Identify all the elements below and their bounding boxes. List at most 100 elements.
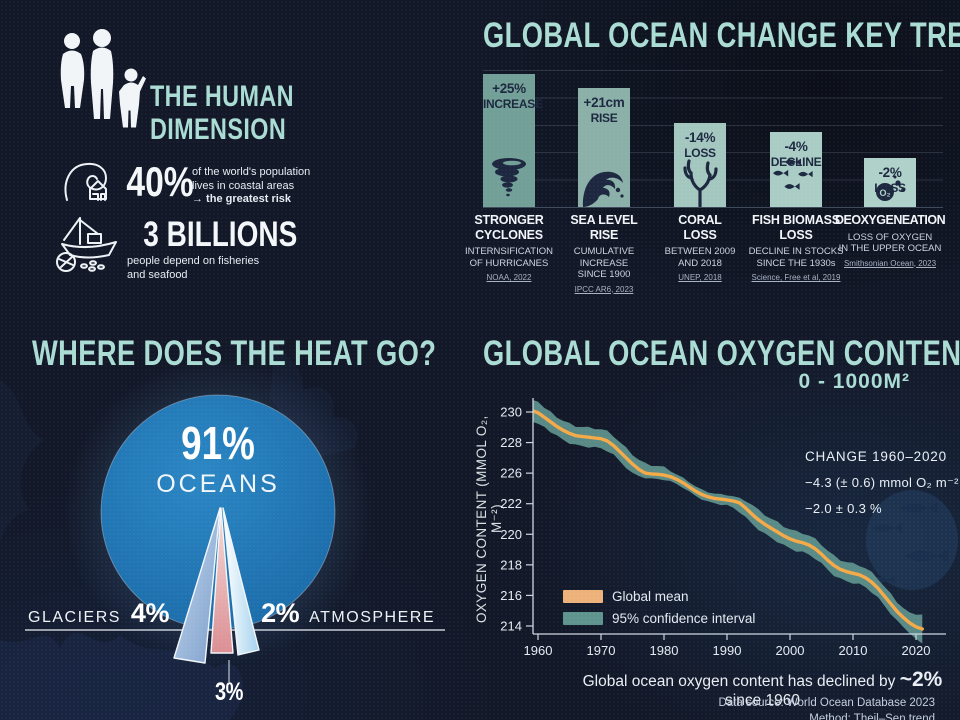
trends-labels: STRONGER CYCLONES INTERNSIFICATION OF HURR… bbox=[465, 213, 960, 323]
y-tick-label: 216 bbox=[500, 588, 522, 603]
human-dimension-title-line1: THE HUMAN bbox=[150, 80, 294, 113]
bar-value2: RISE bbox=[590, 111, 618, 125]
trend-name: CORAL bbox=[678, 213, 722, 227]
global-mean-line bbox=[533, 409, 924, 631]
pie-atmosphere-slice bbox=[222, 507, 260, 656]
bar-value: +25% bbox=[492, 81, 526, 96]
trend-name: FISH BIOMASS bbox=[752, 213, 840, 227]
caption-emphasis: ~2% bbox=[899, 668, 943, 691]
trend-name2: LOSS bbox=[779, 227, 813, 242]
trend-desc2: IN THE UPPER OCEAN bbox=[838, 243, 942, 254]
bar-sea-level-rise: +21cm RISE bbox=[578, 88, 630, 207]
oxygen-title: GLOBAL OCEAN OXYGEN CONTENT bbox=[483, 334, 960, 373]
wave-icon bbox=[582, 171, 624, 207]
fishing-boat-icon bbox=[56, 217, 117, 272]
x-tick-label: 2020 bbox=[902, 643, 931, 658]
trend-source: IPCC AR6, 2023 bbox=[574, 284, 634, 294]
trend-name: STRONGER bbox=[474, 213, 544, 227]
y-tick-label: 228 bbox=[500, 435, 522, 450]
glaciers-label: GLACIERS bbox=[28, 609, 121, 626]
confidence-swatch bbox=[563, 612, 603, 625]
label-stronger-cyclones: STRONGER CYCLONES INTERNSIFICATION OF HURR… bbox=[454, 213, 564, 282]
annotation-change-pct: −2.0 ± 0.3 % bbox=[805, 501, 882, 516]
trend-name2: RISE bbox=[589, 227, 619, 242]
legend-confidence: 95% confidence interval bbox=[563, 611, 755, 626]
o2-bubbles-icon: O₂ bbox=[876, 175, 905, 201]
cyclone-icon bbox=[492, 158, 526, 197]
svg-text:O₂: O₂ bbox=[880, 188, 891, 198]
x-tick-label: 2000 bbox=[776, 643, 805, 658]
y-tick-label: 226 bbox=[500, 466, 522, 481]
trend-name2: LOSS bbox=[683, 227, 717, 242]
coastal-population-value: 40% bbox=[126, 158, 194, 205]
coastal-desc-line1: of the world's population bbox=[192, 166, 311, 178]
trend-name: SEA LEVEL bbox=[570, 213, 638, 227]
bar-value: -14% bbox=[684, 130, 716, 145]
x-tick-label: 1970 bbox=[587, 643, 616, 658]
legend-confidence-label: 95% confidence interval bbox=[612, 611, 756, 626]
legend-global-mean-label: Global mean bbox=[612, 589, 689, 604]
trend-desc: CUMULATIVE INCREASE bbox=[573, 246, 635, 269]
coastal-population-desc: of the world's population lives in coast… bbox=[192, 166, 310, 207]
caption-post: since 1960 bbox=[725, 692, 800, 709]
trend-desc: DECLINE IN STOCKS bbox=[748, 246, 844, 257]
trend-source: Smithsonian Ocean, 2023 bbox=[843, 258, 937, 268]
label-coral-loss: CORAL LOSS BETWEEN 2009 AND 2018 UNEP, 201… bbox=[645, 213, 755, 282]
legend-global-mean: Global mean bbox=[563, 589, 755, 604]
trend-desc2: AND 2018 bbox=[678, 257, 722, 269]
trend-desc2: SINCE 1900 bbox=[577, 269, 631, 280]
trend-desc: BETWEEN 2009 bbox=[664, 246, 736, 257]
trend-name: DEOXYGENEATION bbox=[835, 213, 946, 227]
coral-icon bbox=[683, 159, 718, 207]
family-icon bbox=[60, 29, 146, 128]
trend-source: UNEP, 2018 bbox=[678, 273, 722, 282]
y-tick-label: 218 bbox=[500, 557, 522, 572]
coastal-desc-line2: lives in coastal areas bbox=[192, 179, 295, 192]
y-tick-label: 220 bbox=[500, 527, 522, 542]
atmosphere-label-group: 2% ATMOSPHERE bbox=[255, 598, 435, 629]
oxygen-annotation: CHANGE 1960–2020 −4.3 (± 0.6) mmol O₂ m⁻… bbox=[805, 444, 959, 522]
coastal-desc-line3: → the greatest risk bbox=[192, 193, 292, 205]
oxygen-subtitle: 0 - 1000M² bbox=[798, 370, 910, 393]
y-tick-label: 222 bbox=[500, 496, 522, 511]
trend-desc: LOSS OF OXYGEN bbox=[847, 231, 933, 243]
fish-school-silhouette bbox=[866, 490, 958, 590]
trend-source: NOAA, 2022 bbox=[486, 273, 532, 282]
oceans-label: OCEANS bbox=[156, 470, 280, 498]
bar-value: -4% bbox=[784, 139, 808, 154]
label-sea-level-rise: SEA LEVEL RISE CUMULATIVE INCREASE SINCE 1… bbox=[549, 213, 659, 294]
trends-title: GLOBAL OCEAN CHANGE KEY TRENDS bbox=[483, 16, 960, 55]
bar-value: +21cm bbox=[583, 95, 625, 110]
bar-coral-loss: -14% LOSS bbox=[674, 123, 726, 207]
atmosphere-label: ATMOSPHERE bbox=[309, 609, 435, 626]
pie-glaciers-slice bbox=[173, 507, 221, 664]
method-note: Method: Theil–Sen trend bbox=[809, 713, 935, 720]
heat-pie-chart bbox=[25, 357, 445, 682]
bar-value2: INCREASE bbox=[483, 97, 543, 111]
atmosphere-percent: 2% bbox=[261, 598, 300, 628]
human-dimension-title-line2: DIMENSION bbox=[150, 113, 287, 146]
data-source: Data source: World Ocean Database 2023 bbox=[718, 697, 936, 709]
fish-icon bbox=[773, 158, 813, 190]
y-tick-label: 214 bbox=[500, 618, 522, 633]
fisheries-value: 3 BILLIONS bbox=[143, 215, 298, 254]
oceans-percent: 91% bbox=[181, 417, 255, 469]
x-tick-label: 2010 bbox=[839, 643, 868, 658]
trend-desc2: SINCE THE 1930s bbox=[756, 257, 836, 269]
glaciers-label-group: GLACIERS 4% bbox=[28, 598, 169, 629]
oxygen-caption: Global ocean oxygen content has declined… bbox=[565, 668, 960, 710]
trend-desc: INTERNSIFICATION bbox=[465, 246, 553, 257]
coastal-wave-icon bbox=[64, 162, 107, 201]
fisheries-desc: people depend on fisheries and seafood bbox=[127, 255, 259, 282]
trend-source: Science, Free et al, 2019 bbox=[751, 273, 841, 282]
x-tick-label: 1990 bbox=[713, 643, 742, 658]
trend-name2: CYCLONES bbox=[475, 227, 543, 242]
pie-land-slice bbox=[210, 507, 234, 654]
x-tick-label: 1960 bbox=[524, 643, 553, 658]
bar-deoxygenation: -2% LOSS O₂ bbox=[864, 158, 916, 207]
bar-stronger-cyclones: +25% INCREASE bbox=[483, 74, 543, 207]
annotation-change-abs: −4.3 (± 0.6) mmol O₂ m⁻² bbox=[805, 475, 959, 490]
y-tick-label: 230 bbox=[500, 405, 522, 420]
bar-fish-biomass-loss: -4% DECLINE bbox=[770, 132, 822, 207]
